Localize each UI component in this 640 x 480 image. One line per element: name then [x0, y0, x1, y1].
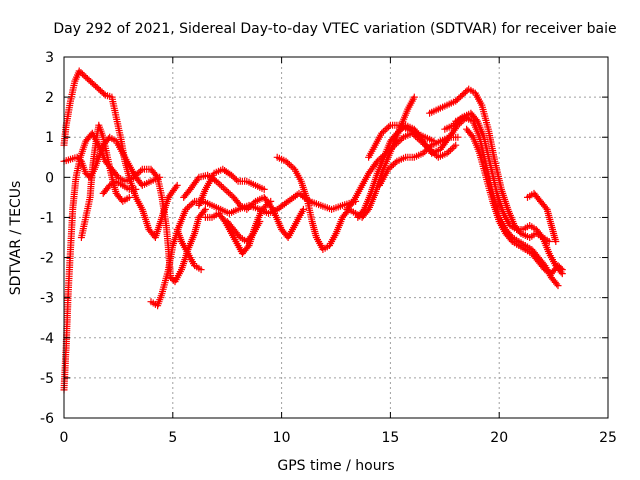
plus-markers — [376, 133, 462, 189]
y-axis-label: SDTVAR / TECUs — [8, 181, 24, 296]
plus-markers — [173, 226, 205, 274]
plus-markers — [99, 177, 140, 197]
chart-title: Day 292 of 2021, Sidereal Day-to-day VTE… — [53, 21, 616, 37]
plus-markers — [60, 67, 181, 241]
series-arc-9 — [195, 165, 268, 209]
grid-lines — [64, 57, 608, 418]
plot-frame — [63, 56, 609, 419]
series-arc-2 — [60, 67, 181, 241]
x-axis-label: GPS time / hours — [277, 458, 394, 474]
series-line — [346, 132, 457, 211]
x-tick-labels: 0 5 10 15 20 25 — [60, 430, 617, 446]
y-tick-label: 0 — [45, 170, 54, 186]
axis-ticks — [63, 56, 609, 419]
plus-markers — [195, 165, 268, 209]
plus-markers — [365, 121, 438, 161]
y-tick-label: -5 — [40, 371, 54, 387]
data-series — [60, 67, 566, 394]
y-tick-label: 3 — [45, 50, 54, 66]
y-tick-label: -2 — [40, 251, 54, 267]
plus-markers — [223, 218, 264, 245]
y-tick-label: 1 — [45, 130, 54, 146]
series-arc-20 — [463, 125, 566, 278]
x-tick-label: 0 — [60, 430, 69, 446]
y-tick-label: 2 — [45, 90, 54, 106]
y-tick-label: -4 — [40, 331, 54, 347]
plus-markers — [426, 85, 553, 245]
x-tick-label: 10 — [273, 430, 291, 446]
plus-markers — [343, 129, 460, 213]
series-arc-15 — [376, 133, 462, 189]
x-tick-label: 20 — [490, 430, 508, 446]
y-tick-label: -3 — [40, 291, 54, 307]
series-arc-11 — [223, 218, 264, 245]
x-tick-label: 15 — [381, 430, 399, 446]
y-tick-labels: -6 -5 -4 -3 -2 -1 0 1 2 3 — [40, 50, 54, 427]
series-arc-13 — [343, 129, 460, 213]
series-arc-5 — [99, 177, 140, 197]
plus-markers — [463, 125, 566, 278]
x-tick-label: 5 — [168, 430, 177, 446]
plus-markers — [77, 121, 133, 241]
series-arc-16 — [365, 121, 438, 161]
series-arc-17 — [426, 85, 553, 245]
series-arc-8 — [173, 226, 205, 274]
series-arc-21 — [524, 189, 560, 245]
plus-markers — [524, 189, 560, 245]
series-arc-4 — [77, 121, 133, 241]
y-tick-label: -6 — [40, 411, 54, 427]
x-tick-label: 25 — [599, 430, 617, 446]
y-tick-label: -1 — [40, 210, 54, 226]
